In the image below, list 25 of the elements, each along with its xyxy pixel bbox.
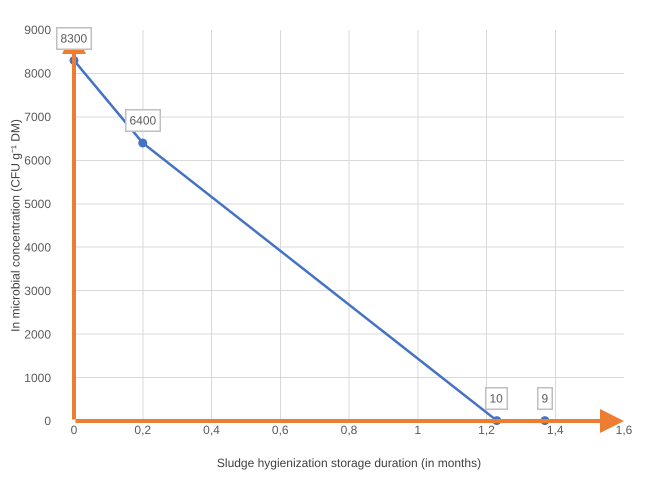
x-tick-label: 0,4 xyxy=(203,423,220,437)
x-tick-label: 1 xyxy=(414,423,422,437)
x-tick-label: 1,2 xyxy=(478,423,496,437)
x-tick-label: 0,2 xyxy=(134,423,152,437)
data-label: 8300 xyxy=(60,32,88,46)
y-tick-label: 6000 xyxy=(24,154,52,168)
y-tick-label: 7000 xyxy=(24,110,52,124)
x-axis-title: Sludge hygienization storage duration (in months) xyxy=(216,456,482,470)
y-tick-label: 8000 xyxy=(24,66,52,81)
data-label: 9 xyxy=(542,392,548,406)
y-tick-label: 4000 xyxy=(24,240,52,254)
x-tick-label: 1,6 xyxy=(616,423,633,437)
x-tick-label: 1,4 xyxy=(546,423,564,437)
y-tick-label: 5000 xyxy=(24,196,52,211)
x-tick-label: 0,8 xyxy=(340,423,358,437)
x-tick-label: 0,6 xyxy=(272,423,289,437)
y-tick-label: 1000 xyxy=(24,370,52,385)
y-tick-label: 2000 xyxy=(24,327,52,342)
data-label: 6400 xyxy=(130,114,157,128)
y-axis-title: In microbial concentration (CFU g⁻¹ DM) xyxy=(8,119,22,332)
data-label: 10 xyxy=(490,392,504,406)
y-tick-label: 3000 xyxy=(24,284,52,298)
point xyxy=(138,138,148,148)
x-tick-label: 0 xyxy=(70,423,78,437)
y-tick-label: 9000 xyxy=(24,23,52,38)
